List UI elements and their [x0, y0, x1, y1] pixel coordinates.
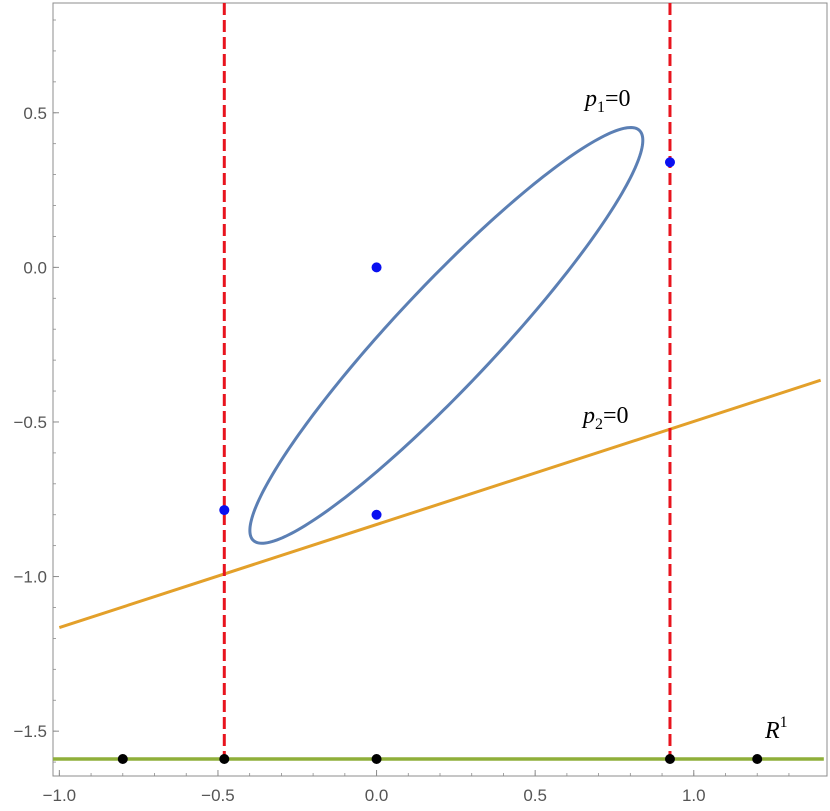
y-tick-label: −0.5 [13, 413, 47, 432]
blue-point [664, 157, 675, 168]
x-tick-label: 1.0 [682, 786, 706, 805]
p2-label: p2=0 [581, 403, 629, 433]
y-tick-label: 0.0 [23, 258, 47, 277]
p1-label-rest: =0 [605, 86, 631, 112]
black-point [371, 753, 382, 764]
r1-label-var: R [764, 718, 780, 744]
blue-point [219, 505, 230, 516]
y-tick-label: −1.5 [13, 722, 47, 741]
blue-point [371, 262, 382, 273]
x-axis-ticks: −1.0 −0.5 0.0 0.5 1.0 [43, 770, 790, 805]
y-tick-label: 0.5 [23, 104, 47, 123]
blue-point [371, 509, 382, 520]
p1-label-sub: 1 [597, 99, 605, 116]
black-point [219, 753, 230, 764]
plot-border [52, 2, 828, 777]
plot-frame [52, 2, 828, 777]
r1-label: R1 [764, 714, 788, 744]
y-axis-ticks: 0.5 0.0 −0.5 −1.0 −1.5 [13, 19, 59, 763]
series-layer [53, 3, 824, 761]
y-tick-label: −1.0 [13, 568, 47, 587]
black-point [752, 753, 763, 764]
p1-label-var: p [583, 86, 597, 112]
p2-label-var: p [581, 403, 595, 429]
p1-label: p1=0 [583, 86, 631, 116]
x-tick-label: −0.5 [201, 786, 235, 805]
r1-label-sup: 1 [780, 714, 788, 731]
x-tick-label: 0.5 [523, 786, 547, 805]
p2-label-rest: =0 [603, 403, 629, 429]
black-point [117, 753, 128, 764]
x-tick-label: 0.0 [365, 786, 389, 805]
black-point [664, 753, 675, 764]
p2-line [58, 378, 822, 630]
curve-labels: p1=0 p2=0 R1 [581, 86, 788, 744]
p1-ellipse-curve [248, 126, 645, 545]
p2-label-sub: 2 [595, 416, 603, 433]
x-tick-label: −1.0 [43, 786, 77, 805]
points-layer [117, 157, 763, 764]
